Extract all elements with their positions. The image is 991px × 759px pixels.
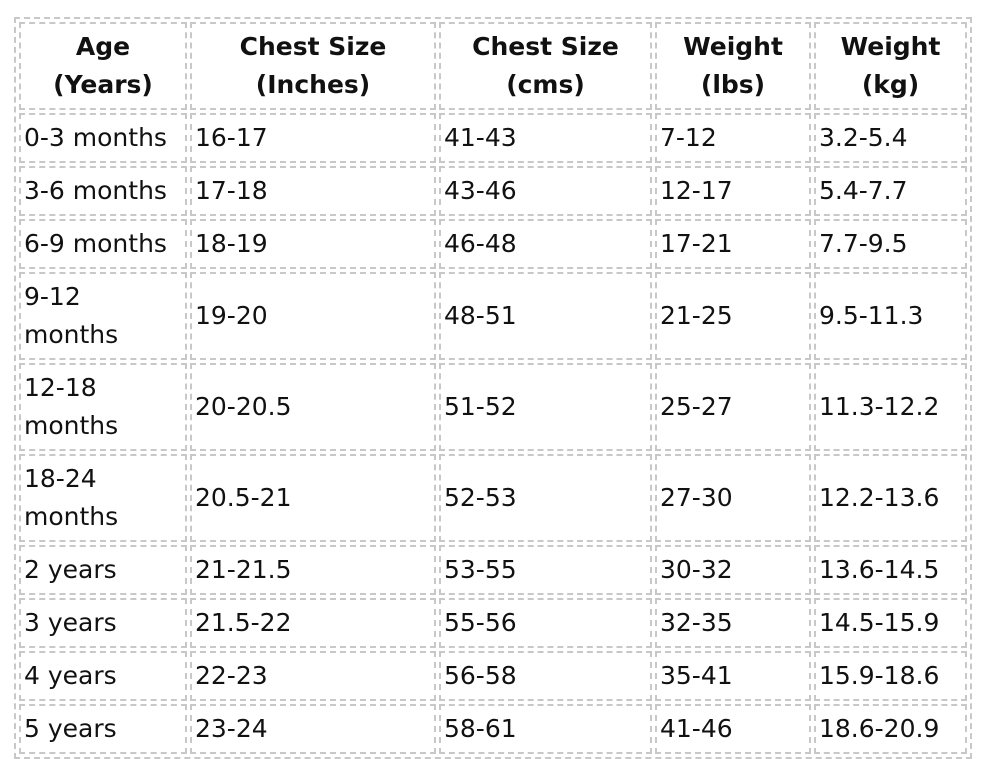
table-cell: 48-51 [439,272,652,360]
table-cell: 13.6-14.5 [814,545,967,595]
table-cell: 17-21 [655,219,811,269]
table-cell: 12-17 [655,166,811,216]
table-cell: 6-9 months [19,219,187,269]
table-cell: 22-23 [190,651,436,701]
table-cell: 35-41 [655,651,811,701]
table-cell: 19-20 [190,272,436,360]
table-cell: 5.4-7.7 [814,166,967,216]
table-cell: 55-56 [439,598,652,648]
table-cell: 7-12 [655,113,811,163]
table-cell: 20-20.5 [190,363,436,451]
table-cell: 15.9-18.6 [814,651,967,701]
table-cell: 21.5-22 [190,598,436,648]
table-cell: 18-19 [190,219,436,269]
table-cell: 17-18 [190,166,436,216]
header-cell: Age (Years) [19,22,187,110]
table-cell: 56-58 [439,651,652,701]
table-cell: 25-27 [655,363,811,451]
table-row: 5 years 23-24 58-61 41-46 18.6-20.9 [19,704,967,754]
table-cell: 9-12 months [19,272,187,360]
table-cell: 4 years [19,651,187,701]
table-cell: 18.6-20.9 [814,704,967,754]
table-cell: 18-24 months [19,454,187,542]
table-cell: 58-61 [439,704,652,754]
table-cell: 21-25 [655,272,811,360]
table-cell: 12.2-13.6 [814,454,967,542]
table-row: 9-12 months 19-20 48-51 21-25 9.5-11.3 [19,272,967,360]
header-row: Age (Years) Chest Size (Inches) Chest Size… [19,22,967,110]
table-cell: 30-32 [655,545,811,595]
header-cell: Weight (kg) [814,22,967,110]
table-wrapper: Age (Years) Chest Size (Inches) Chest Size… [14,17,972,759]
table-row: 6-9 months 18-19 46-48 17-21 7.7-9.5 [19,219,967,269]
table-cell: 51-52 [439,363,652,451]
table-cell: 2 years [19,545,187,595]
table-cell: 52-53 [439,454,652,542]
table-cell: 41-43 [439,113,652,163]
table-row: 3 years 21.5-22 55-56 32-35 14.5-15.9 [19,598,967,648]
table-cell: 23-24 [190,704,436,754]
table-cell: 21-21.5 [190,545,436,595]
header-cell: Weight (lbs) [655,22,811,110]
table-cell: 9.5-11.3 [814,272,967,360]
table-cell: 3 years [19,598,187,648]
table-cell: 11.3-12.2 [814,363,967,451]
table-cell: 7.7-9.5 [814,219,967,269]
table-cell: 20.5-21 [190,454,436,542]
table-cell: 14.5-15.9 [814,598,967,648]
page: {"table": { "header": ["Age (Years)", "C… [14,17,972,759]
table-cell: 0-3 months [19,113,187,163]
table-cell: 5 years [19,704,187,754]
table-row: 4 years 22-23 56-58 35-41 15.9-18.6 [19,651,967,701]
header-cell: Chest Size (cms) [439,22,652,110]
table-row: 2 years 21-21.5 53-55 30-32 13.6-14.5 [19,545,967,595]
table-row: 12-18 months 20-20.5 51-52 25-27 11.3-12.2 [19,363,967,451]
table-row: 3-6 months 17-18 43-46 12-17 5.4-7.7 [19,166,967,216]
table-cell: 32-35 [655,598,811,648]
table-cell: 41-46 [655,704,811,754]
size-table: Age (Years) Chest Size (Inches) Chest Size… [14,17,972,759]
table-body: 0-3 months 16-17 41-43 7-12 3.2-5.4 3-6 month… [19,113,967,754]
table-cell: 27-30 [655,454,811,542]
table-header: Age (Years) Chest Size (Inches) Chest Size… [19,22,967,110]
header-cell: Chest Size (Inches) [190,22,436,110]
table-row: 18-24 months 20.5-21 52-53 27-30 12.2-13.6 [19,454,967,542]
table-cell: 3.2-5.4 [814,113,967,163]
table-cell: 3-6 months [19,166,187,216]
table-row: 0-3 months 16-17 41-43 7-12 3.2-5.4 [19,113,967,163]
table-cell: 12-18 months [19,363,187,451]
table-cell: 53-55 [439,545,652,595]
table-cell: 46-48 [439,219,652,269]
table-cell: 16-17 [190,113,436,163]
table-cell: 43-46 [439,166,652,216]
